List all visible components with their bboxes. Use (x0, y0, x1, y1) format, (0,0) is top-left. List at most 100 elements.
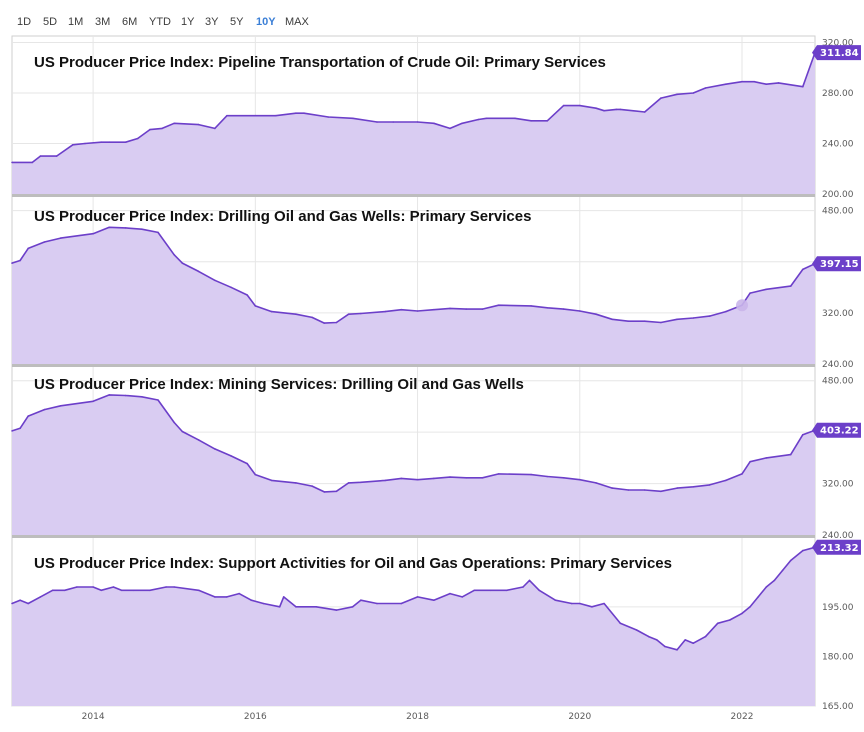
data-point (465, 308, 468, 310)
x-tick-label: 2022 (731, 712, 754, 722)
data-point (55, 155, 58, 157)
hover-point-marker (736, 299, 748, 312)
data-point (400, 602, 403, 605)
data-point (416, 478, 419, 481)
data-point (611, 487, 613, 489)
data-point (347, 313, 350, 316)
data-point (335, 321, 338, 324)
data-point (627, 489, 630, 491)
badge-shape (812, 256, 861, 272)
data-point (692, 92, 695, 94)
data-point (449, 476, 451, 478)
data-point (197, 589, 200, 592)
data-point (676, 487, 678, 489)
data-point (197, 123, 200, 126)
data-point (416, 596, 419, 598)
series-area (12, 394, 815, 535)
range-button-max[interactable]: MAX (285, 16, 309, 28)
range-button-5d[interactable]: 5D (43, 16, 58, 28)
data-point (19, 259, 21, 262)
data-point (197, 439, 200, 441)
last-value-label: 397.15 (820, 259, 859, 270)
data-point (497, 304, 500, 307)
data-point (643, 111, 646, 113)
y-tick-label: 320.00 (822, 309, 854, 319)
data-point (92, 586, 94, 588)
range-button-10y[interactable]: 10Y (256, 16, 276, 28)
data-point (197, 270, 200, 273)
data-point (351, 117, 354, 120)
range-button-ytd[interactable]: YTD (149, 16, 171, 28)
range-button-6m[interactable]: 6M (122, 16, 138, 28)
data-point (376, 602, 378, 605)
last-value-label: 311.84 (820, 48, 859, 59)
range-button-1d[interactable]: 1D (17, 16, 32, 28)
last-value-badge: 311.84 (812, 45, 861, 61)
data-point (132, 589, 135, 592)
data-point (108, 141, 111, 143)
y-tick-label: 195.00 (822, 603, 854, 613)
data-point (282, 596, 285, 598)
data-point (514, 117, 516, 120)
chart-title: US Producer Price Index: Pipeline Transp… (34, 54, 606, 71)
data-point (149, 128, 151, 131)
data-point (100, 589, 102, 592)
data-point (108, 394, 111, 396)
data-point (274, 114, 277, 117)
data-point (570, 602, 573, 605)
data-point (538, 589, 540, 592)
data-point (741, 473, 743, 475)
data-point (530, 473, 532, 476)
range-button-3y[interactable]: 3Y (205, 16, 219, 28)
data-point (643, 489, 646, 491)
data-point (611, 318, 613, 321)
data-point (656, 639, 658, 641)
data-point (351, 606, 354, 608)
data-point (692, 642, 695, 644)
data-point (376, 121, 378, 123)
y-tick-label: 280.00 (822, 89, 854, 99)
data-point (562, 308, 565, 310)
range-button-1y[interactable]: 1Y (181, 16, 195, 28)
range-button-5y[interactable]: 5Y (230, 16, 244, 28)
data-point (112, 586, 115, 588)
data-point (765, 457, 768, 459)
data-point (278, 606, 281, 608)
data-point (84, 142, 86, 145)
data-point (19, 599, 21, 601)
data-point (603, 109, 605, 112)
series-area (12, 227, 815, 364)
x-tick-label: 2018 (406, 712, 429, 722)
data-point (27, 247, 30, 250)
data-point (684, 639, 686, 641)
data-point (214, 448, 216, 450)
data-point (676, 93, 678, 96)
data-point (100, 141, 102, 143)
data-point (327, 116, 330, 118)
data-point (627, 320, 630, 323)
data-point (753, 80, 755, 83)
data-point (546, 475, 549, 478)
data-point (591, 606, 593, 608)
data-point (303, 112, 305, 114)
data-point (708, 315, 711, 317)
data-point (530, 120, 532, 122)
data-point (254, 305, 257, 307)
data-point (124, 141, 127, 143)
data-point (59, 237, 62, 239)
data-point (161, 127, 163, 130)
range-button-1m[interactable]: 1M (68, 16, 84, 28)
data-point (619, 108, 622, 111)
data-point (676, 649, 678, 651)
data-point (27, 415, 30, 417)
data-point (433, 477, 435, 480)
data-point (214, 596, 216, 598)
data-point (433, 308, 435, 311)
data-point (11, 262, 13, 264)
data-point (360, 312, 362, 315)
range-button-3m[interactable]: 3M (95, 16, 111, 28)
data-point (802, 85, 804, 88)
data-point (392, 121, 395, 123)
data-point (777, 82, 780, 84)
